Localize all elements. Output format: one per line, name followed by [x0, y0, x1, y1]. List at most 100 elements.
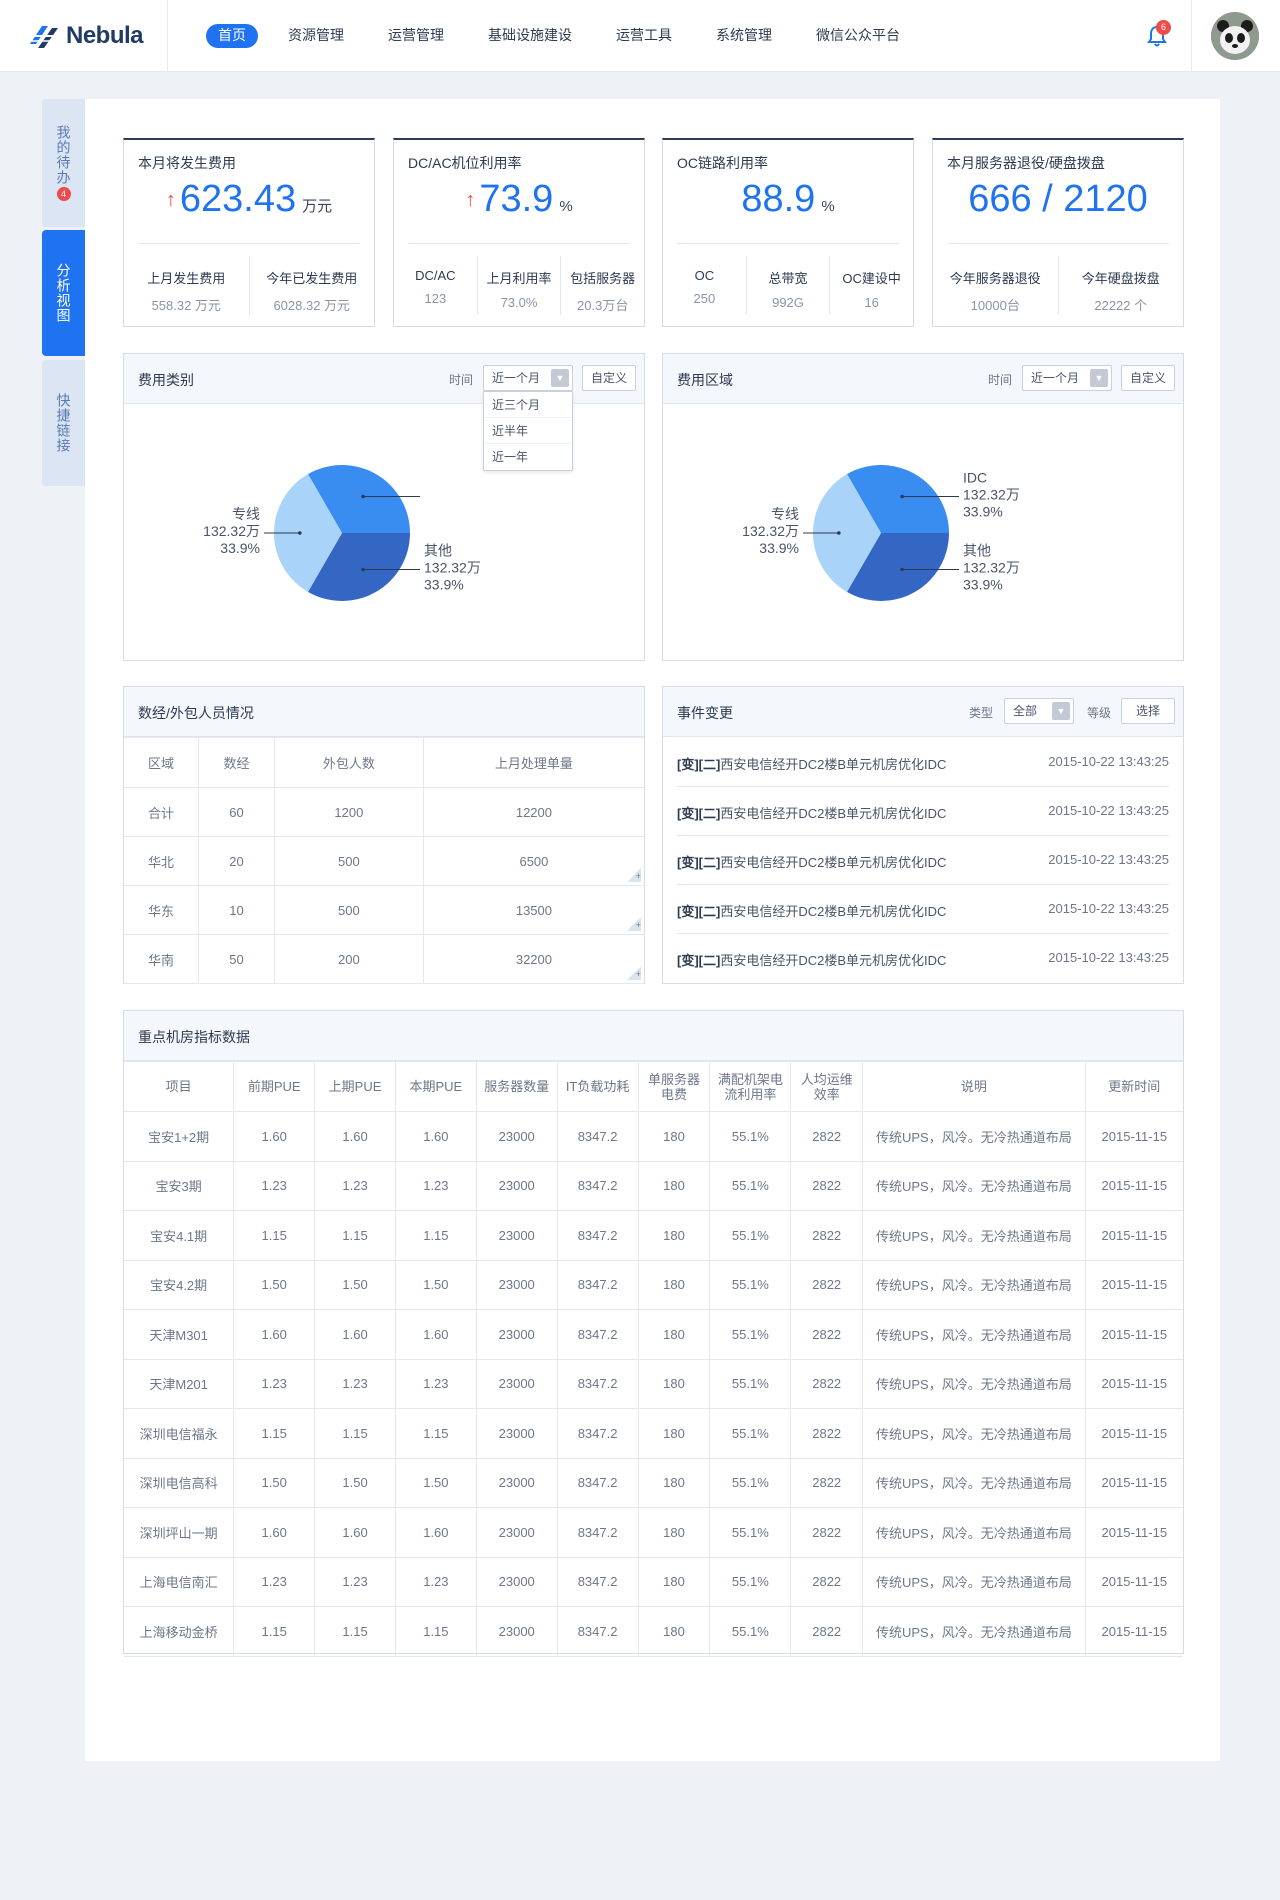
column-header: 项目 [124, 1061, 235, 1112]
datacenter-table: 项目 前期PUE 上期PUE 本期PUE 服务器数量 IT负载功耗 单服务器电费 满配机架电流… [124, 1061, 1183, 1657]
cell-value: 32200 [515, 951, 552, 967]
up-arrow-icon: ↑ [165, 189, 176, 211]
event-item[interactable]: [变][二]西安电信经开DC2楼B单元机房优化IDC 2015-10-22 13:… [677, 836, 1169, 885]
table-cell: 传统UPS，风冷。无冷热通道布局 [862, 1259, 1086, 1310]
table-cell: 2015-11-15 [1084, 1111, 1183, 1162]
sidebar-tab-analysis[interactable]: 分析视图 [42, 230, 85, 356]
top-bar: Nebula 首页 资源管理 运营管理 基础设施建设 运营工具 系统管理 微信公… [0, 0, 1280, 72]
event-tag: [变][二] [677, 855, 721, 870]
table-cell: 2822 [790, 1259, 864, 1310]
table-row: 上海电信南汇 1.23 1.23 1.23 23000 8347.2 180 55.1% 282… [124, 1556, 1183, 1607]
nav-item-operations[interactable]: 运营管理 [388, 26, 444, 43]
brand-logo[interactable]: Nebula [0, 0, 168, 72]
sidebar-tab-label: 快捷链接 [55, 393, 72, 453]
kpi-card-cost: 本月将发生费用 ↑ 623.43 万元 上月发生费用 558.32 万元 今年已发生费… [123, 138, 375, 327]
kpi-stat: 今年硬盘拨盘 22222 个 [1059, 256, 1184, 315]
event-time: 2015-10-22 13:43:25 [1048, 852, 1169, 867]
cost-region-panel: 费用区域 时间 近一个月 ▼ 自定义 IDC 132.32万 33.9% 其他 132.3… [662, 353, 1184, 661]
column-header: 区域 [124, 737, 199, 788]
table-cell: 2822 [790, 1309, 864, 1360]
kpi-stat: 今年已发生费用 6028.32 万元 [250, 256, 375, 315]
table-cell: 2015-11-15 [1084, 1606, 1183, 1657]
kpi-value: ↑ 73.9% [394, 178, 644, 221]
kpi-stats: OC 250 总带宽 992G OC建设中 16 [663, 248, 913, 323]
table-cell: 8347.2 [556, 1457, 639, 1508]
table-cell: 180 [637, 1556, 711, 1607]
expand-plus-icon[interactable]: + [627, 917, 641, 931]
panel-header: 数经/外包人员情况 [124, 687, 644, 737]
event-title: [变][二]西安电信经开DC2楼B单元机房优化IDC [677, 901, 946, 920]
table-cell: 上海电信南汇 [124, 1556, 235, 1607]
pie-slice[interactable] [847, 465, 949, 533]
nav-item-wechat[interactable]: 微信公众平台 [816, 26, 900, 43]
kpi-stat: 今年服务器退役 10000台 [933, 256, 1059, 315]
time-select[interactable]: 近一个月 ▼ [483, 365, 573, 391]
column-header: 服务器数量 [475, 1061, 558, 1112]
table-cell: 1.15 [314, 1210, 396, 1261]
pie-slice[interactable] [308, 533, 410, 601]
table-cell: 8347.2 [556, 1606, 639, 1657]
table-cell: 23000 [475, 1457, 558, 1508]
table-cell: 1.23 [233, 1358, 316, 1409]
table-row: 深圳电信高科 1.50 1.50 1.50 23000 8347.2 180 55.1% 282… [124, 1457, 1183, 1508]
dropdown-option-half-year[interactable]: 近半年 [484, 418, 572, 444]
panel-title: 费用类别 [138, 372, 194, 388]
event-title: [变][二]西安电信经开DC2楼B单元机房优化IDC [677, 852, 946, 871]
time-select[interactable]: 近一个月 ▼ [1022, 365, 1112, 391]
table-cell: 2015-11-15 [1084, 1259, 1183, 1310]
pie-slice[interactable] [274, 474, 342, 592]
table-cell: 1.60 [394, 1309, 477, 1360]
column-header: 单服务器电费 [637, 1061, 711, 1112]
table-cell: 23000 [475, 1606, 558, 1657]
column-header: 更新时间 [1084, 1061, 1183, 1112]
time-label: 时间 [988, 373, 1013, 387]
expand-plus-icon[interactable]: + [627, 868, 641, 882]
nav-item-home[interactable]: 首页 [206, 23, 258, 48]
stat-label: 今年硬盘拨盘 [1081, 271, 1160, 286]
event-tag: [变][二] [677, 806, 721, 821]
avatar[interactable] [1211, 12, 1259, 60]
table-cell: 2015-11-15 [1084, 1160, 1183, 1211]
table-cell: 1.23 [314, 1358, 396, 1409]
kpi-unit: % [821, 198, 835, 215]
table-cell: 深圳电信高科 [124, 1457, 235, 1508]
table-cell: 2822 [790, 1111, 864, 1162]
kpi-value: 88.9% [663, 178, 913, 221]
table-cell: 55.1% [709, 1556, 792, 1607]
pie-slice[interactable] [308, 465, 410, 533]
table-cell: 1.50 [233, 1259, 316, 1310]
nav-item-ops-tools[interactable]: 运营工具 [616, 26, 672, 43]
table-cell: 传统UPS，风冷。无冷热通道布局 [862, 1507, 1086, 1558]
dropdown-option-3-months[interactable]: 近三个月 [484, 392, 572, 418]
event-item[interactable]: [变][二]西安电信经开DC2楼B单元机房优化IDC 2015-10-22 13:… [677, 738, 1169, 787]
table-cell: 8347.2 [556, 1408, 639, 1459]
event-item[interactable]: [变][二]西安电信经开DC2楼B单元机房优化IDC 2015-10-22 13:… [677, 934, 1169, 983]
event-item[interactable]: [变][二]西安电信经开DC2楼B单元机房优化IDC 2015-10-22 13:… [677, 787, 1169, 836]
custom-button[interactable]: 自定义 [1121, 365, 1175, 391]
table-cell: 2015-11-15 [1084, 1210, 1183, 1261]
table-cell: 20 [198, 836, 275, 886]
table-cell: 1.60 [394, 1507, 477, 1558]
table-cell: 1.50 [314, 1457, 396, 1508]
pie-slice[interactable] [847, 533, 949, 601]
stat-label: OC [694, 268, 715, 283]
nav-item-resources[interactable]: 资源管理 [288, 26, 344, 43]
table-cell: 2822 [790, 1507, 864, 1558]
table-cell: 2822 [790, 1556, 864, 1607]
nav-item-infrastructure[interactable]: 基础设施建设 [488, 26, 572, 43]
event-item[interactable]: [变][二]西安电信经开DC2楼B单元机房优化IDC 2015-10-22 13:… [677, 885, 1169, 934]
event-title: [变][二]西安电信经开DC2楼B单元机房优化IDC [677, 754, 946, 773]
pie-slice[interactable] [813, 474, 881, 592]
kpi-stat: 上月发生费用 558.32 万元 [124, 256, 250, 315]
table-cell: 传统UPS，风冷。无冷热通道布局 [862, 1556, 1086, 1607]
cell-value: 13500 [515, 902, 552, 918]
type-select[interactable]: 全部 ▼ [1004, 698, 1074, 724]
expand-plus-icon[interactable]: + [627, 966, 641, 980]
sidebar-tab-shortcuts[interactable]: 快捷链接 [42, 360, 85, 486]
dropdown-option-1-year[interactable]: 近一年 [492, 450, 529, 464]
choose-button[interactable]: 选择 [1121, 698, 1175, 724]
nav-item-system[interactable]: 系统管理 [716, 26, 772, 43]
custom-button[interactable]: 自定义 [582, 365, 636, 391]
sidebar-tab-todo[interactable]: 我的待办 4 [42, 99, 85, 227]
table-cell: 8347.2 [556, 1507, 639, 1558]
